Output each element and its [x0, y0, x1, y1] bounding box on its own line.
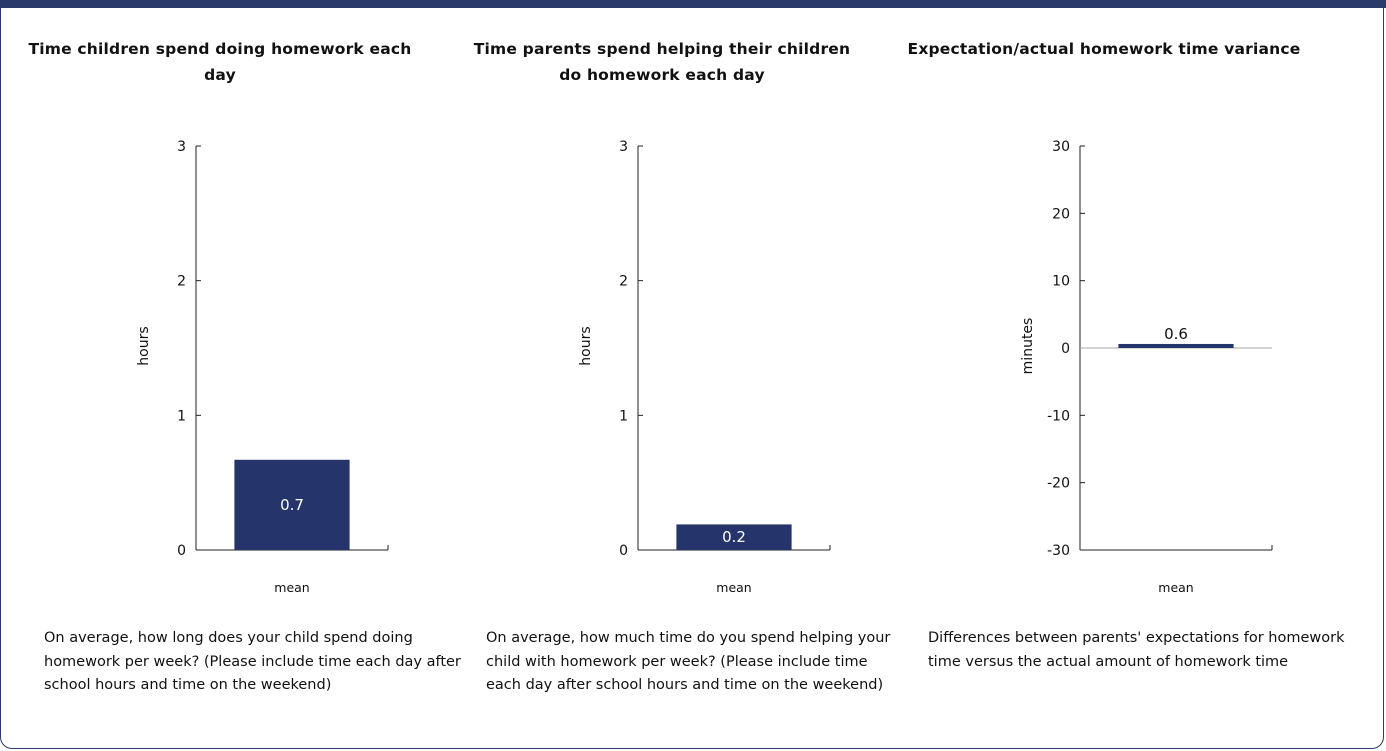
top-accent-bar [0, 0, 1386, 8]
y-axis-label: hours [136, 326, 152, 365]
panel-homework-time: Time children spend doing homework each … [0, 0, 460, 751]
bar-value-label: 0.6 [1164, 325, 1188, 343]
panel-parent-help-time: Time parents spend helping their childre… [442, 0, 891, 751]
chart-title: Time children spend doing homework each … [28, 40, 412, 84]
chart-description: Differences between parents' expectation… [928, 630, 1345, 670]
y-tick-label: 30 [1052, 139, 1070, 155]
bar-value-label: 0.2 [722, 528, 746, 546]
bar-value-label: 0.7 [280, 496, 304, 514]
x-category-label: mean [716, 580, 751, 595]
bar-mean [1118, 343, 1234, 348]
chart-description: On average, how long does your child spe… [44, 630, 461, 693]
y-tick-label: 1 [619, 408, 628, 424]
y-tick-label: 2 [177, 274, 186, 290]
homework-time-chart: 0 1 2 3 hours 0.7 mean [136, 139, 389, 595]
y-tick-label: 20 [1052, 206, 1070, 222]
y-axis-label: minutes [1020, 318, 1036, 375]
x-category-label: mean [274, 580, 309, 595]
y-tick-label: 10 [1052, 274, 1070, 290]
y-tick-label: -10 [1047, 408, 1070, 424]
y-tick-label: 0 [177, 543, 186, 559]
chart-title: Expectation/actual homework time varianc… [907, 40, 1301, 58]
y-tick-label: 3 [619, 139, 628, 155]
x-category-label: mean [1158, 580, 1193, 595]
time-variance-chart: -30 -20 -10 0 10 20 30 minutes 0.6 mean [1020, 139, 1273, 595]
chart-description: On average, how much time do you spend h… [486, 630, 891, 693]
y-tick-label: 0 [1061, 341, 1070, 357]
chart-title: Time parents spend helping their childre… [473, 40, 851, 84]
bar-mean [676, 524, 792, 550]
bar-mean [234, 459, 350, 550]
y-tick-label: 0 [619, 543, 628, 559]
y-tick-label: -30 [1047, 543, 1070, 559]
y-axis-label: hours [578, 326, 594, 365]
y-tick-label: 2 [619, 274, 628, 290]
y-tick-label: 1 [177, 408, 186, 424]
y-tick-label: 3 [177, 139, 186, 155]
parent-help-time-chart: 0 1 2 3 hours 0.2 mean [578, 139, 831, 595]
panel-time-variance: Expectation/actual homework time varianc… [884, 0, 1345, 751]
y-tick-label: -20 [1047, 476, 1070, 492]
